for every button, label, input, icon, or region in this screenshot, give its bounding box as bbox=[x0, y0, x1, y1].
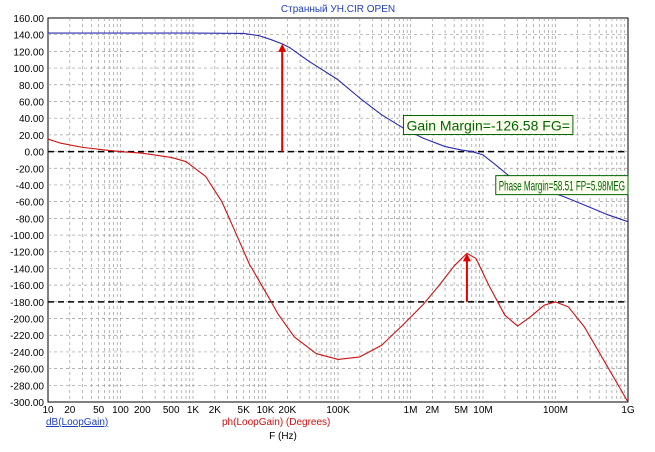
y-tick-label: -280.00 bbox=[10, 381, 44, 392]
x-tick-label: 1K bbox=[187, 405, 200, 416]
margin-markers bbox=[278, 43, 471, 302]
y-tick-label: 60.00 bbox=[19, 97, 44, 108]
y-tick-label: 120.00 bbox=[13, 47, 44, 58]
gain-margin-box bbox=[402, 115, 574, 136]
x-tick-label: 5M bbox=[454, 405, 468, 416]
reference-lines bbox=[48, 150, 628, 303]
x-axis-label: F (Hz) bbox=[269, 431, 297, 442]
legend-entry-phase: ph(LoopGain) (Degrees) bbox=[222, 417, 330, 428]
annotations: Gain Margin=-126.58 FG= Phase Margin=58.5… bbox=[402, 115, 629, 196]
y-tick-label: -100.00 bbox=[10, 231, 44, 242]
x-tick-label: 1M bbox=[404, 405, 418, 416]
margin-arrow-head bbox=[462, 253, 471, 262]
y-tick-label: 20.00 bbox=[19, 131, 44, 142]
phase-series-line bbox=[47, 138, 629, 403]
y-tick-label: 140.00 bbox=[13, 31, 44, 42]
y-tick-label: -180.00 bbox=[10, 298, 44, 309]
y-tick-label: -40.00 bbox=[16, 181, 45, 192]
y-tick-label: -140.00 bbox=[10, 264, 44, 275]
y-tick-label: 0.00 bbox=[25, 148, 45, 159]
y-tick-label: -260.00 bbox=[10, 365, 44, 376]
legend-entry-gain: dB(LoopGain) bbox=[46, 417, 108, 428]
x-tick-label: 10K bbox=[257, 405, 275, 416]
y-tick-label: -60.00 bbox=[16, 198, 45, 209]
y-tick-label: -120.00 bbox=[10, 248, 44, 259]
x-tick-label: 20 bbox=[64, 405, 76, 416]
y-tick-label: 100.00 bbox=[13, 64, 44, 75]
gain-margin-text: Gain Margin=-126.58 FG= bbox=[406, 118, 569, 134]
x-tick-label: 100K bbox=[326, 405, 350, 416]
y-tick-label: -240.00 bbox=[10, 348, 44, 359]
y-tick-label: -200.00 bbox=[10, 315, 44, 326]
y-tick-label: 160.00 bbox=[13, 14, 44, 25]
x-tick-label: 100M bbox=[543, 405, 568, 416]
y-tick-label: 80.00 bbox=[19, 81, 44, 92]
x-tick-label: 2K bbox=[209, 405, 222, 416]
tick-labels: 160.00140.00120.00100.0080.0060.0040.002… bbox=[10, 14, 635, 416]
y-tick-label: -80.00 bbox=[16, 214, 45, 225]
chart-title: Странный УН.CIR OPEN bbox=[281, 4, 395, 15]
x-tick-label: 1G bbox=[621, 405, 635, 416]
grid bbox=[47, 17, 629, 403]
x-tick-label: 2M bbox=[425, 405, 439, 416]
y-tick-label: -220.00 bbox=[10, 331, 44, 342]
x-tick-label: 10 bbox=[42, 405, 54, 416]
x-tick-label: 20K bbox=[278, 405, 296, 416]
margin-arrow-head bbox=[278, 43, 287, 52]
x-tick-label: 50 bbox=[93, 405, 105, 416]
y-tick-label: -20.00 bbox=[16, 164, 45, 175]
x-tick-label: 10M bbox=[473, 405, 492, 416]
x-tick-label: 500 bbox=[163, 405, 180, 416]
x-tick-label: 5K bbox=[238, 405, 251, 416]
y-tick-label: 40.00 bbox=[19, 114, 44, 125]
x-tick-label: 200 bbox=[134, 405, 151, 416]
phase-margin-text: Phase Margin=58.51 FP=5.98MEG bbox=[499, 178, 625, 194]
x-tick-label: 100 bbox=[112, 405, 129, 416]
y-tick-label: -300.00 bbox=[10, 398, 44, 409]
y-tick-label: -160.00 bbox=[10, 281, 44, 292]
phase-margin-box bbox=[495, 175, 629, 196]
